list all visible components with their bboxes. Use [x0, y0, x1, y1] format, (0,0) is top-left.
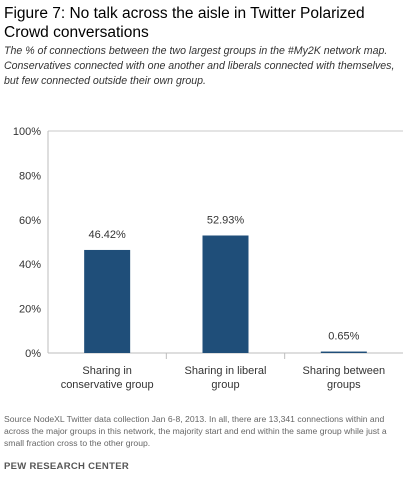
- source-note: Source NodeXL Twitter data collection Ja…: [4, 414, 387, 448]
- y-tick-label: 0%: [25, 348, 41, 360]
- chart-subtitle: The % of connections between the two lar…: [4, 45, 395, 87]
- x-tick-label: conservative group: [61, 379, 154, 391]
- y-tick-label: 60%: [19, 215, 41, 227]
- bar: [202, 235, 249, 353]
- y-tick-label: 100%: [13, 126, 41, 138]
- organization-label: PEW RESEARCH CENTER: [4, 461, 129, 472]
- bar: [84, 249, 131, 353]
- chart-title: Figure 7: No talk across the aisle in Tw…: [4, 5, 365, 41]
- bar-value-label: 46.42%: [89, 229, 127, 241]
- bar-value-label: 0.65%: [328, 331, 359, 343]
- x-tick-label: groups: [327, 379, 361, 391]
- y-tick-label: 80%: [19, 170, 41, 182]
- x-tick-label: Sharing between: [303, 365, 386, 377]
- y-tick-label: 20%: [19, 304, 41, 316]
- bar: [320, 351, 367, 353]
- bar-chart: 0% 20% 40% 60% 80% 100% 46.42% 52.93% 0.65% Sha…: [13, 126, 403, 391]
- bar-value-label: 52.93%: [207, 214, 245, 226]
- x-tick-label: group: [211, 379, 239, 391]
- y-tick-label: 40%: [19, 259, 41, 271]
- x-tick-label: Sharing in liberal: [185, 365, 267, 377]
- x-tick-label: Sharing in: [82, 365, 132, 377]
